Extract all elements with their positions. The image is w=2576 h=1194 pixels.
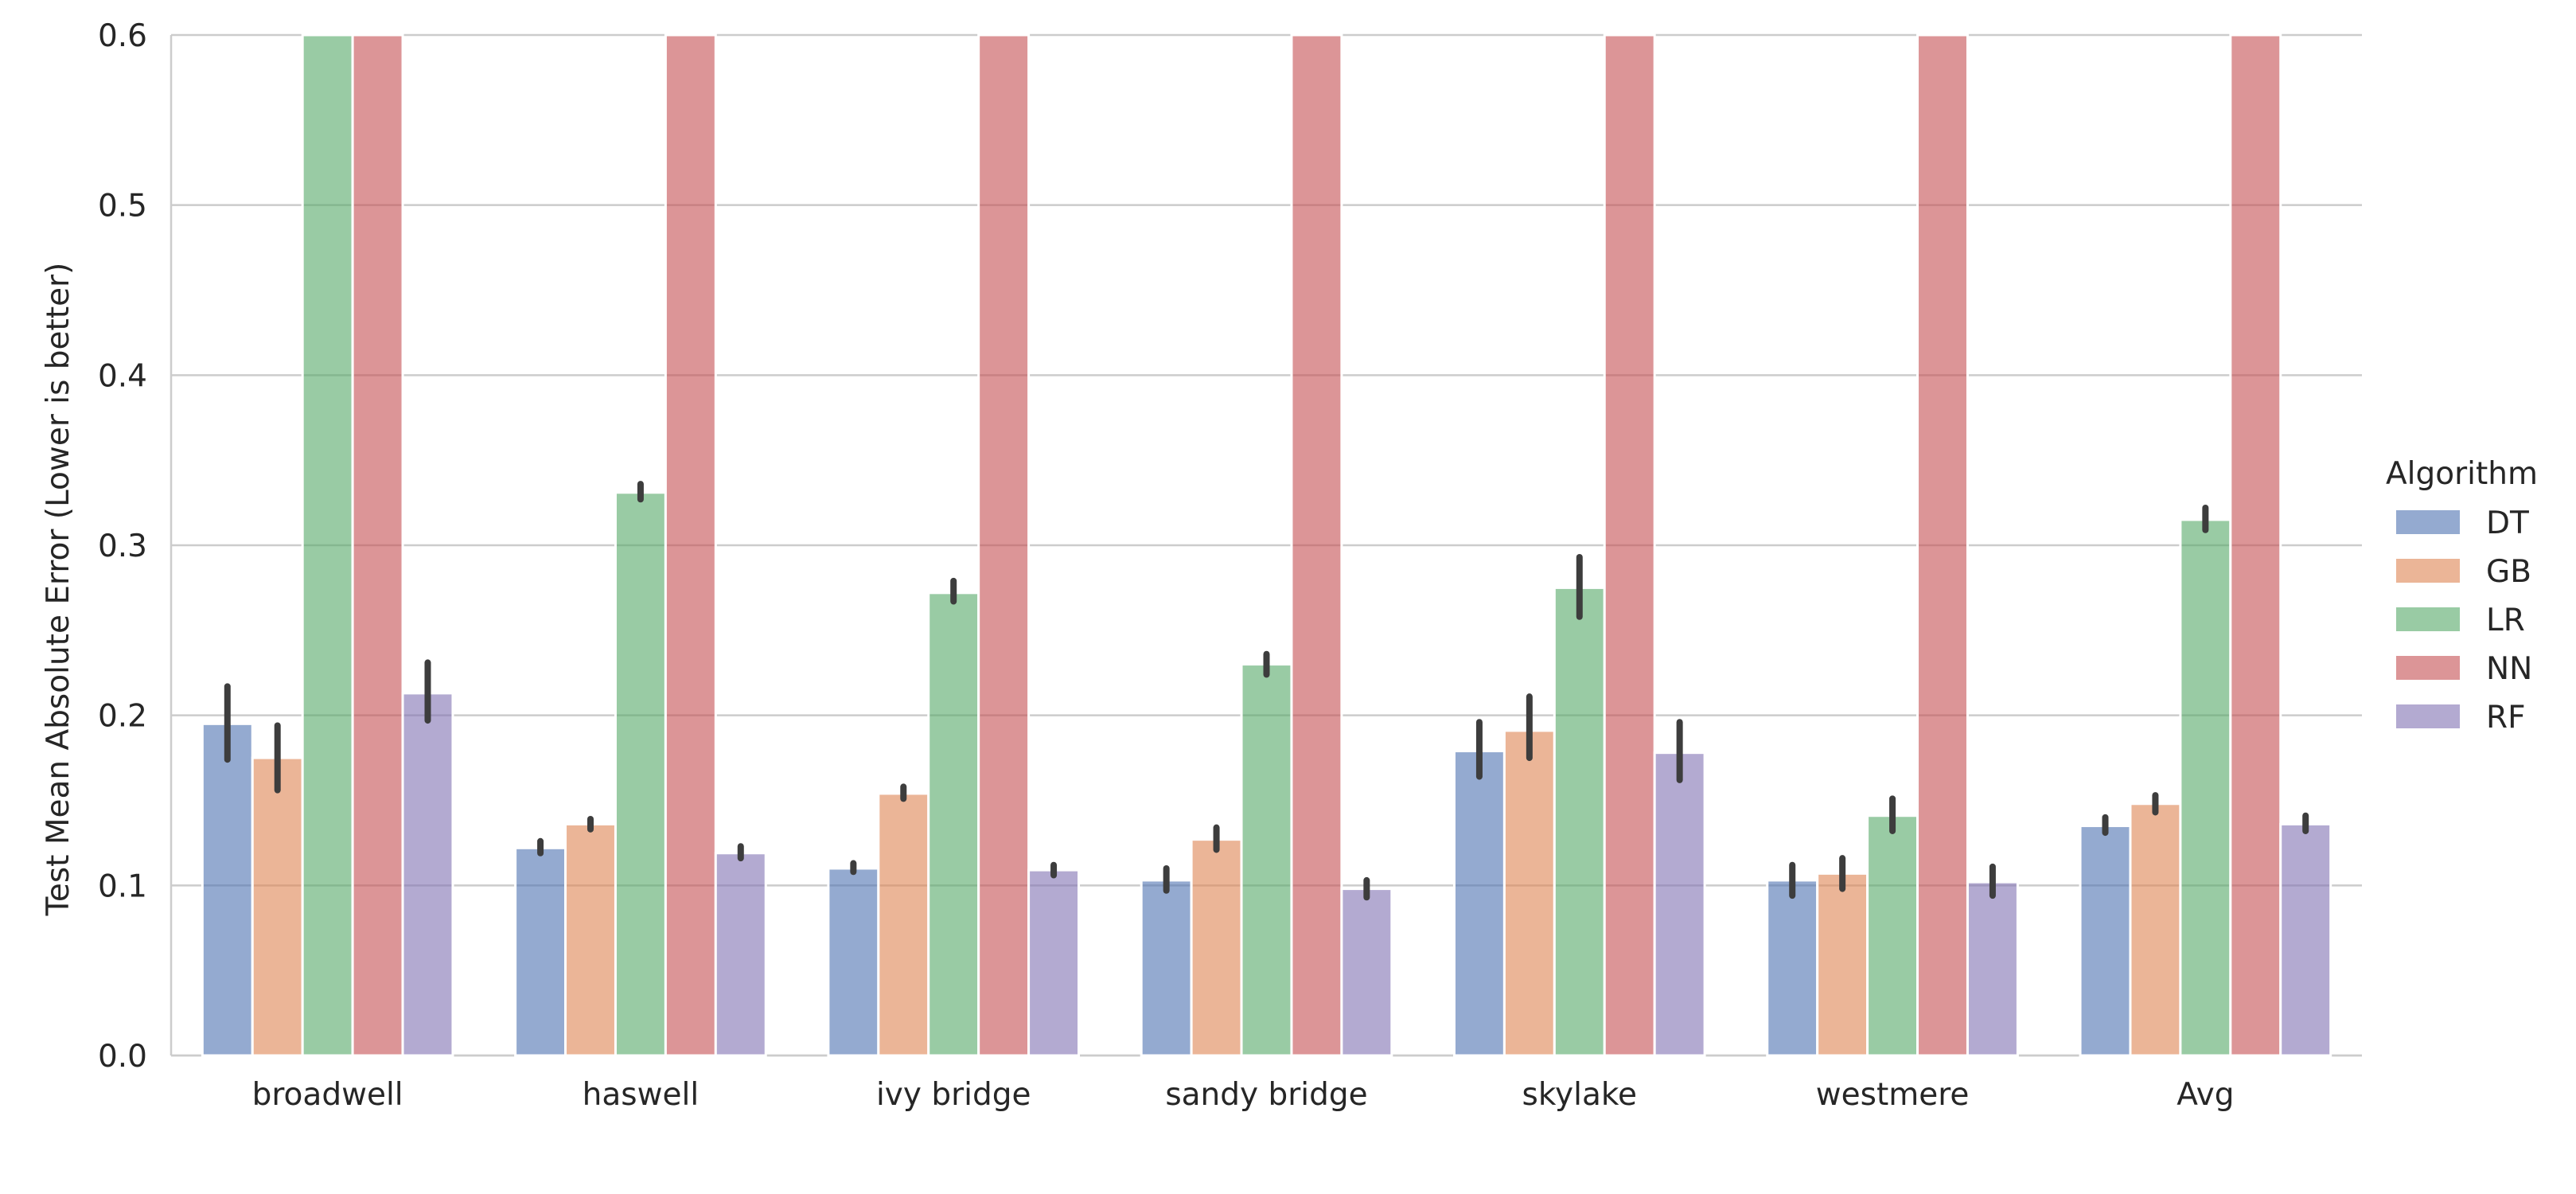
bar-gb [877, 792, 930, 1057]
y-tick-label: 0.4 [98, 358, 147, 394]
legend-swatch-dt [2396, 510, 2460, 534]
y-tick-label: 0.6 [98, 18, 147, 54]
x-tick-label: ivy bridge [876, 1077, 1031, 1113]
bar-nn [1603, 33, 1656, 1057]
bar-gb [1502, 729, 1556, 1057]
legend-label-gb: GB [2486, 554, 2531, 590]
bar-rf [714, 852, 767, 1057]
bar-nn [664, 33, 717, 1057]
bar-nn [977, 33, 1031, 1057]
bar-nn [1916, 33, 1969, 1057]
bar-lr [1240, 663, 1293, 1057]
legend-swatch-lr [2396, 607, 2460, 631]
bar-dt [1766, 879, 1819, 1057]
x-tick-label: Avg [2177, 1077, 2234, 1113]
bar-gb [1816, 872, 1869, 1057]
bar-rf [1653, 751, 1706, 1057]
bar-gb [1190, 838, 1243, 1057]
y-axis-label: Test Mean Absolute Error (Lower is bette… [41, 263, 76, 917]
bar-lr [927, 591, 980, 1057]
bar-rf [2279, 822, 2332, 1057]
x-tick-label: broadwell [252, 1077, 403, 1113]
bar-nn [351, 33, 404, 1057]
bar-nn [1290, 33, 1343, 1057]
bar-dt [2079, 825, 2132, 1057]
x-tick-label: westmere [1816, 1077, 1970, 1113]
x-tick-label: skylake [1522, 1077, 1638, 1113]
bar-rf [401, 692, 454, 1057]
bar-lr [2179, 518, 2232, 1057]
bar-rf [1027, 868, 1081, 1057]
bar-rf [1966, 880, 2019, 1057]
bar-gb [251, 756, 304, 1057]
legend-swatch-gb [2396, 559, 2460, 583]
y-tick-label: 0.2 [98, 699, 147, 735]
bar-dt [1140, 879, 1193, 1057]
bar-lr [301, 33, 354, 1057]
bar-lr [1866, 814, 1919, 1057]
bar-nn [2229, 33, 2282, 1057]
bar-gb [564, 822, 617, 1057]
legend-title: Algorithm [2386, 456, 2538, 492]
y-tick-label: 0.1 [98, 868, 147, 904]
bar-dt [514, 846, 567, 1057]
bar-dt [827, 867, 880, 1057]
legend-swatch-nn [2396, 656, 2460, 680]
y-tick-label: 0.3 [98, 529, 147, 564]
legend-label-dt: DT [2486, 505, 2529, 541]
legend-swatch-rf [2396, 704, 2460, 728]
legend-label-lr: LR [2486, 603, 2525, 638]
legend-label-rf: RF [2486, 700, 2526, 736]
bar-gb [2129, 802, 2182, 1057]
y-tick-label: 0.0 [98, 1039, 147, 1075]
bar-lr [614, 491, 667, 1057]
bar-dt [201, 722, 254, 1057]
legend-label-nn: NN [2486, 651, 2532, 687]
y-tick-label: 0.5 [98, 189, 147, 224]
plot-area: 0.0 0.1 0.2 0.3 0.4 0.5 0.6 broadwell haswell ivy… [98, 18, 2362, 1113]
bar-lr [1553, 586, 1606, 1057]
x-tick-label: sandy bridge [1165, 1077, 1367, 1113]
bar-rf [1340, 888, 1393, 1057]
legend: Algorithm DT GB LR NN RF [2386, 456, 2538, 736]
x-tick-label: haswell [583, 1077, 700, 1113]
bar-dt [1452, 750, 1506, 1057]
